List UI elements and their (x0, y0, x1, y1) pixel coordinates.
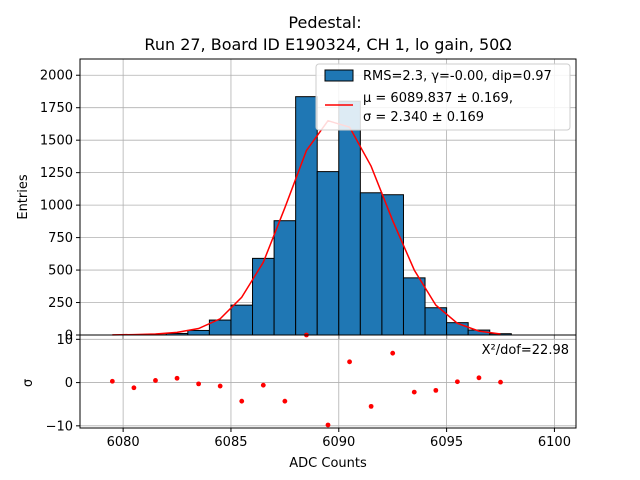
top-y-tick-label: 1250 (40, 166, 73, 181)
histogram-bar (187, 329, 210, 336)
top-y-tick-label: 2000 (40, 69, 73, 84)
chi2-annotation: X²/dof=22.98 (482, 343, 569, 358)
bottom-grid (80, 335, 576, 428)
top-y-tick-label: 750 (48, 231, 73, 246)
residual-point (498, 379, 503, 385)
top-y-tick-label: 250 (48, 296, 73, 311)
residual-point (239, 398, 245, 404)
bottom-x-tick-label: 6090 (322, 435, 355, 450)
bottom-y-tick-label: 0 (65, 376, 73, 391)
chart-title: Pedestal: (288, 13, 361, 32)
residual-point (153, 378, 158, 383)
top-y-tick-label: 1000 (40, 199, 73, 214)
bottom-x-tick-label: 6085 (214, 435, 247, 450)
chart-subtitle: Run 27, Board ID E190324, CH 1, lo gain,… (144, 35, 511, 54)
bottom-y-tick-label: −10 (46, 419, 73, 434)
top-y-tick-label: 0 (65, 329, 73, 344)
residual-point (196, 381, 202, 387)
bottom-x-tick-label: 6100 (538, 435, 571, 450)
legend-frame (315, 63, 571, 131)
residual-point (260, 382, 266, 388)
residual-point (174, 375, 180, 381)
bottom-y-tick-label: 10 (56, 333, 73, 348)
legend-fit-label-mu: μ = 6089.837 ± 0.169, (363, 91, 513, 106)
top-y-tick-label: 1750 (40, 101, 73, 116)
histogram-bar (446, 322, 469, 336)
histogram-bar (381, 194, 404, 336)
residual-point (411, 389, 417, 395)
bottom-x-tick-label: 6080 (107, 435, 140, 450)
top-axes: 0 250 500 750 1000 1250 1500 1750 2000 (40, 58, 577, 344)
histogram-bar (316, 171, 340, 336)
histogram-bar (359, 192, 383, 336)
histogram-bar (273, 220, 297, 336)
histogram-bar (338, 100, 361, 336)
residual-point (476, 375, 482, 381)
residual-point (433, 387, 439, 393)
top-y-tick-label: 1500 (40, 134, 73, 149)
legend-bar-label: RMS=2.3, γ=-0.00, dip=0.97 (363, 69, 552, 84)
top-y-axis-label: Entries (16, 174, 31, 220)
residual-point (390, 350, 396, 356)
histogram-bar (402, 277, 426, 336)
residual-point (131, 385, 137, 391)
legend-bar-swatch (324, 69, 354, 82)
residual-point (282, 398, 288, 404)
fit-curve (112, 119, 501, 336)
residual-point (325, 422, 331, 428)
residual-point (217, 383, 223, 389)
x-axis-label: ADC Counts (289, 456, 367, 471)
residual-point (454, 379, 460, 385)
histogram-bar (295, 96, 318, 336)
legend-fit-label-sigma: σ = 2.340 ± 0.169 (363, 110, 484, 125)
histogram-bars (144, 96, 512, 336)
legend: RMS=2.3, γ=-0.00, dip=0.97 μ = 6089.837 … (315, 63, 571, 131)
histogram-bar (230, 304, 254, 336)
bottom-axes-frame (79, 334, 577, 429)
top-y-tick-label: 500 (48, 264, 73, 279)
bottom-y-axis-label: σ (21, 379, 36, 387)
residual-point (347, 359, 352, 365)
bottom-axes: −10 0 10 6080 6085 6090 6095 6100 (46, 333, 577, 450)
residual-points (109, 332, 503, 428)
histogram-bar (252, 257, 275, 336)
gaussian-fit (112, 119, 501, 336)
residual-point (109, 378, 115, 384)
bottom-x-tick-label: 6095 (430, 435, 463, 450)
residual-point (368, 403, 374, 409)
